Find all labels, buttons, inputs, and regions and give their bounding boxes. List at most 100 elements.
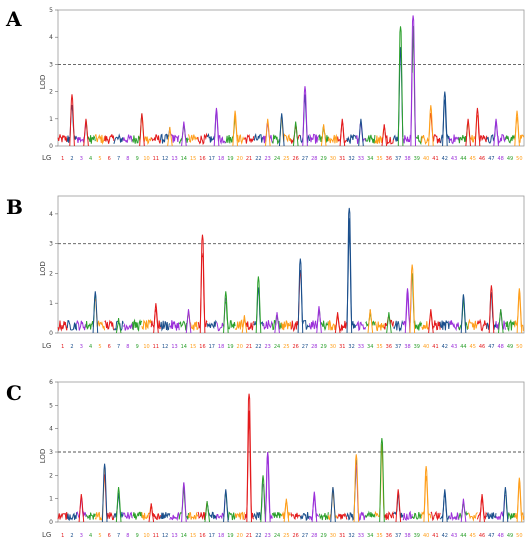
- lod-peak: [367, 309, 374, 334]
- lg-tick-label: 48: [498, 344, 504, 350]
- panel-letter: A: [5, 7, 22, 31]
- lod-trace-lg24: [271, 314, 283, 331]
- lg-tick-label: 45: [470, 156, 476, 162]
- lod-peak: [404, 288, 411, 334]
- lod-trace-lg30: [327, 487, 338, 521]
- lod-trace-lg42: [439, 494, 450, 520]
- lg-tick-label: 42: [442, 156, 448, 162]
- lod-trace-lg21: [243, 134, 255, 144]
- lg-tick-label: 41: [432, 533, 438, 539]
- lg-tick-label: 16: [199, 344, 205, 350]
- lg-tick-label: 3: [80, 156, 83, 162]
- lod-peak: [395, 489, 402, 523]
- lod-peak: [153, 303, 159, 334]
- lod-peak: [358, 118, 364, 147]
- lod-trace-lg22: [253, 286, 264, 327]
- lod-peak: [241, 315, 248, 334]
- lg-tick-label: 18: [218, 344, 224, 350]
- lg-tick-label: 36: [386, 156, 392, 162]
- lg-tick-label: 28: [311, 344, 317, 350]
- y-tick-label: 3: [49, 241, 53, 248]
- lod-trace-lg6: [104, 134, 115, 144]
- lod-peak: [442, 489, 448, 523]
- lod-peak: [83, 118, 89, 147]
- lg-tick-label: 35: [376, 533, 382, 539]
- lod-trace-lg32: [346, 133, 357, 144]
- lg-tick-label: 43: [451, 533, 457, 539]
- lod-trace-lg31: [337, 512, 348, 520]
- lod-peak: [397, 26, 404, 147]
- lod-trace-lg31: [337, 121, 348, 144]
- lod-trace-lg1: [57, 134, 68, 143]
- lod-trace-lg13: [169, 512, 180, 522]
- plot-frame: [57, 9, 525, 147]
- lg-tick-label: 36: [386, 533, 392, 539]
- lg-tick-label: 5: [98, 533, 101, 539]
- panel-letter: C: [6, 381, 22, 405]
- lg-tick-label: 11: [153, 533, 159, 539]
- lod-peak: [69, 94, 75, 147]
- lod-trace-lg21: [244, 410, 255, 521]
- lod-trace-lg8: [123, 322, 134, 331]
- y-tick-label: 0: [49, 330, 53, 337]
- lod-peak: [465, 118, 471, 147]
- lod-trace-lg22: [253, 132, 264, 143]
- lod-trace-lg46: [476, 499, 488, 520]
- lg-tick-label: 20: [237, 156, 243, 162]
- lod-trace-lg9: [132, 318, 143, 332]
- lg-tick-label: 48: [498, 533, 504, 539]
- lod-trace-lg33: [355, 320, 367, 332]
- lod-peak: [148, 503, 155, 523]
- lod-trace-lg1: [57, 512, 68, 520]
- lod-trace-lg37: [393, 319, 404, 333]
- lg-tick-label: 23: [265, 533, 271, 539]
- lg-tick-label: 45: [470, 533, 476, 539]
- lod-trace-lg10: [141, 318, 152, 330]
- lod-trace-lg2: [66, 320, 78, 331]
- lg-tick-label: 5: [98, 156, 101, 162]
- lod-trace-lg39: [411, 511, 422, 520]
- lg-tick-label: 3: [80, 344, 83, 350]
- lod-trace-lg44: [458, 501, 469, 519]
- lg-tick-label: 38: [404, 344, 410, 350]
- lod-trace-lg7: [113, 492, 124, 519]
- lod-trace-lg26: [290, 126, 301, 144]
- lod-peak: [223, 291, 229, 334]
- y-tick-label: 1: [49, 116, 53, 123]
- lg-tick-label: 4: [89, 156, 92, 162]
- lg-tick-label: 49: [507, 533, 513, 539]
- lg-tick-label: 1: [61, 344, 64, 350]
- lod-peak: [410, 15, 416, 147]
- lg-tick-label: 9: [136, 344, 139, 350]
- lg-tick-label: 22: [255, 344, 261, 350]
- lg-tick-label: 6: [108, 533, 111, 539]
- lg-tick-label: 15: [190, 344, 196, 350]
- lod-peak: [493, 118, 499, 147]
- lg-tick-label: 27: [302, 533, 308, 539]
- y-tick-label: 1: [49, 496, 53, 503]
- lod-peak: [460, 294, 467, 334]
- y-tick-label: 0: [49, 519, 53, 526]
- lg-tick-label: 47: [488, 344, 494, 350]
- lg-tick-label: 3: [80, 533, 83, 539]
- lg-tick-label: 18: [218, 156, 224, 162]
- lod-peak: [181, 482, 187, 523]
- lg-tick-label: 25: [283, 156, 289, 162]
- lg-tick-label: 19: [227, 344, 233, 350]
- lg-tick-label: 41: [432, 156, 438, 162]
- lod-trace-lg15: [188, 134, 199, 143]
- lg-tick-label: 33: [358, 533, 364, 539]
- y-tick-label: 3: [49, 61, 53, 68]
- lod-trace-lg3: [76, 319, 87, 331]
- lg-tick-label: 16: [199, 156, 205, 162]
- lg-tick-label: 12: [162, 344, 168, 350]
- lod-trace-lg47: [486, 512, 497, 520]
- lg-tick-label: 27: [302, 344, 308, 350]
- lg-tick-label: 49: [507, 344, 513, 350]
- lod-trace-lg9: [132, 511, 143, 520]
- lg-tick-label: 15: [190, 156, 196, 162]
